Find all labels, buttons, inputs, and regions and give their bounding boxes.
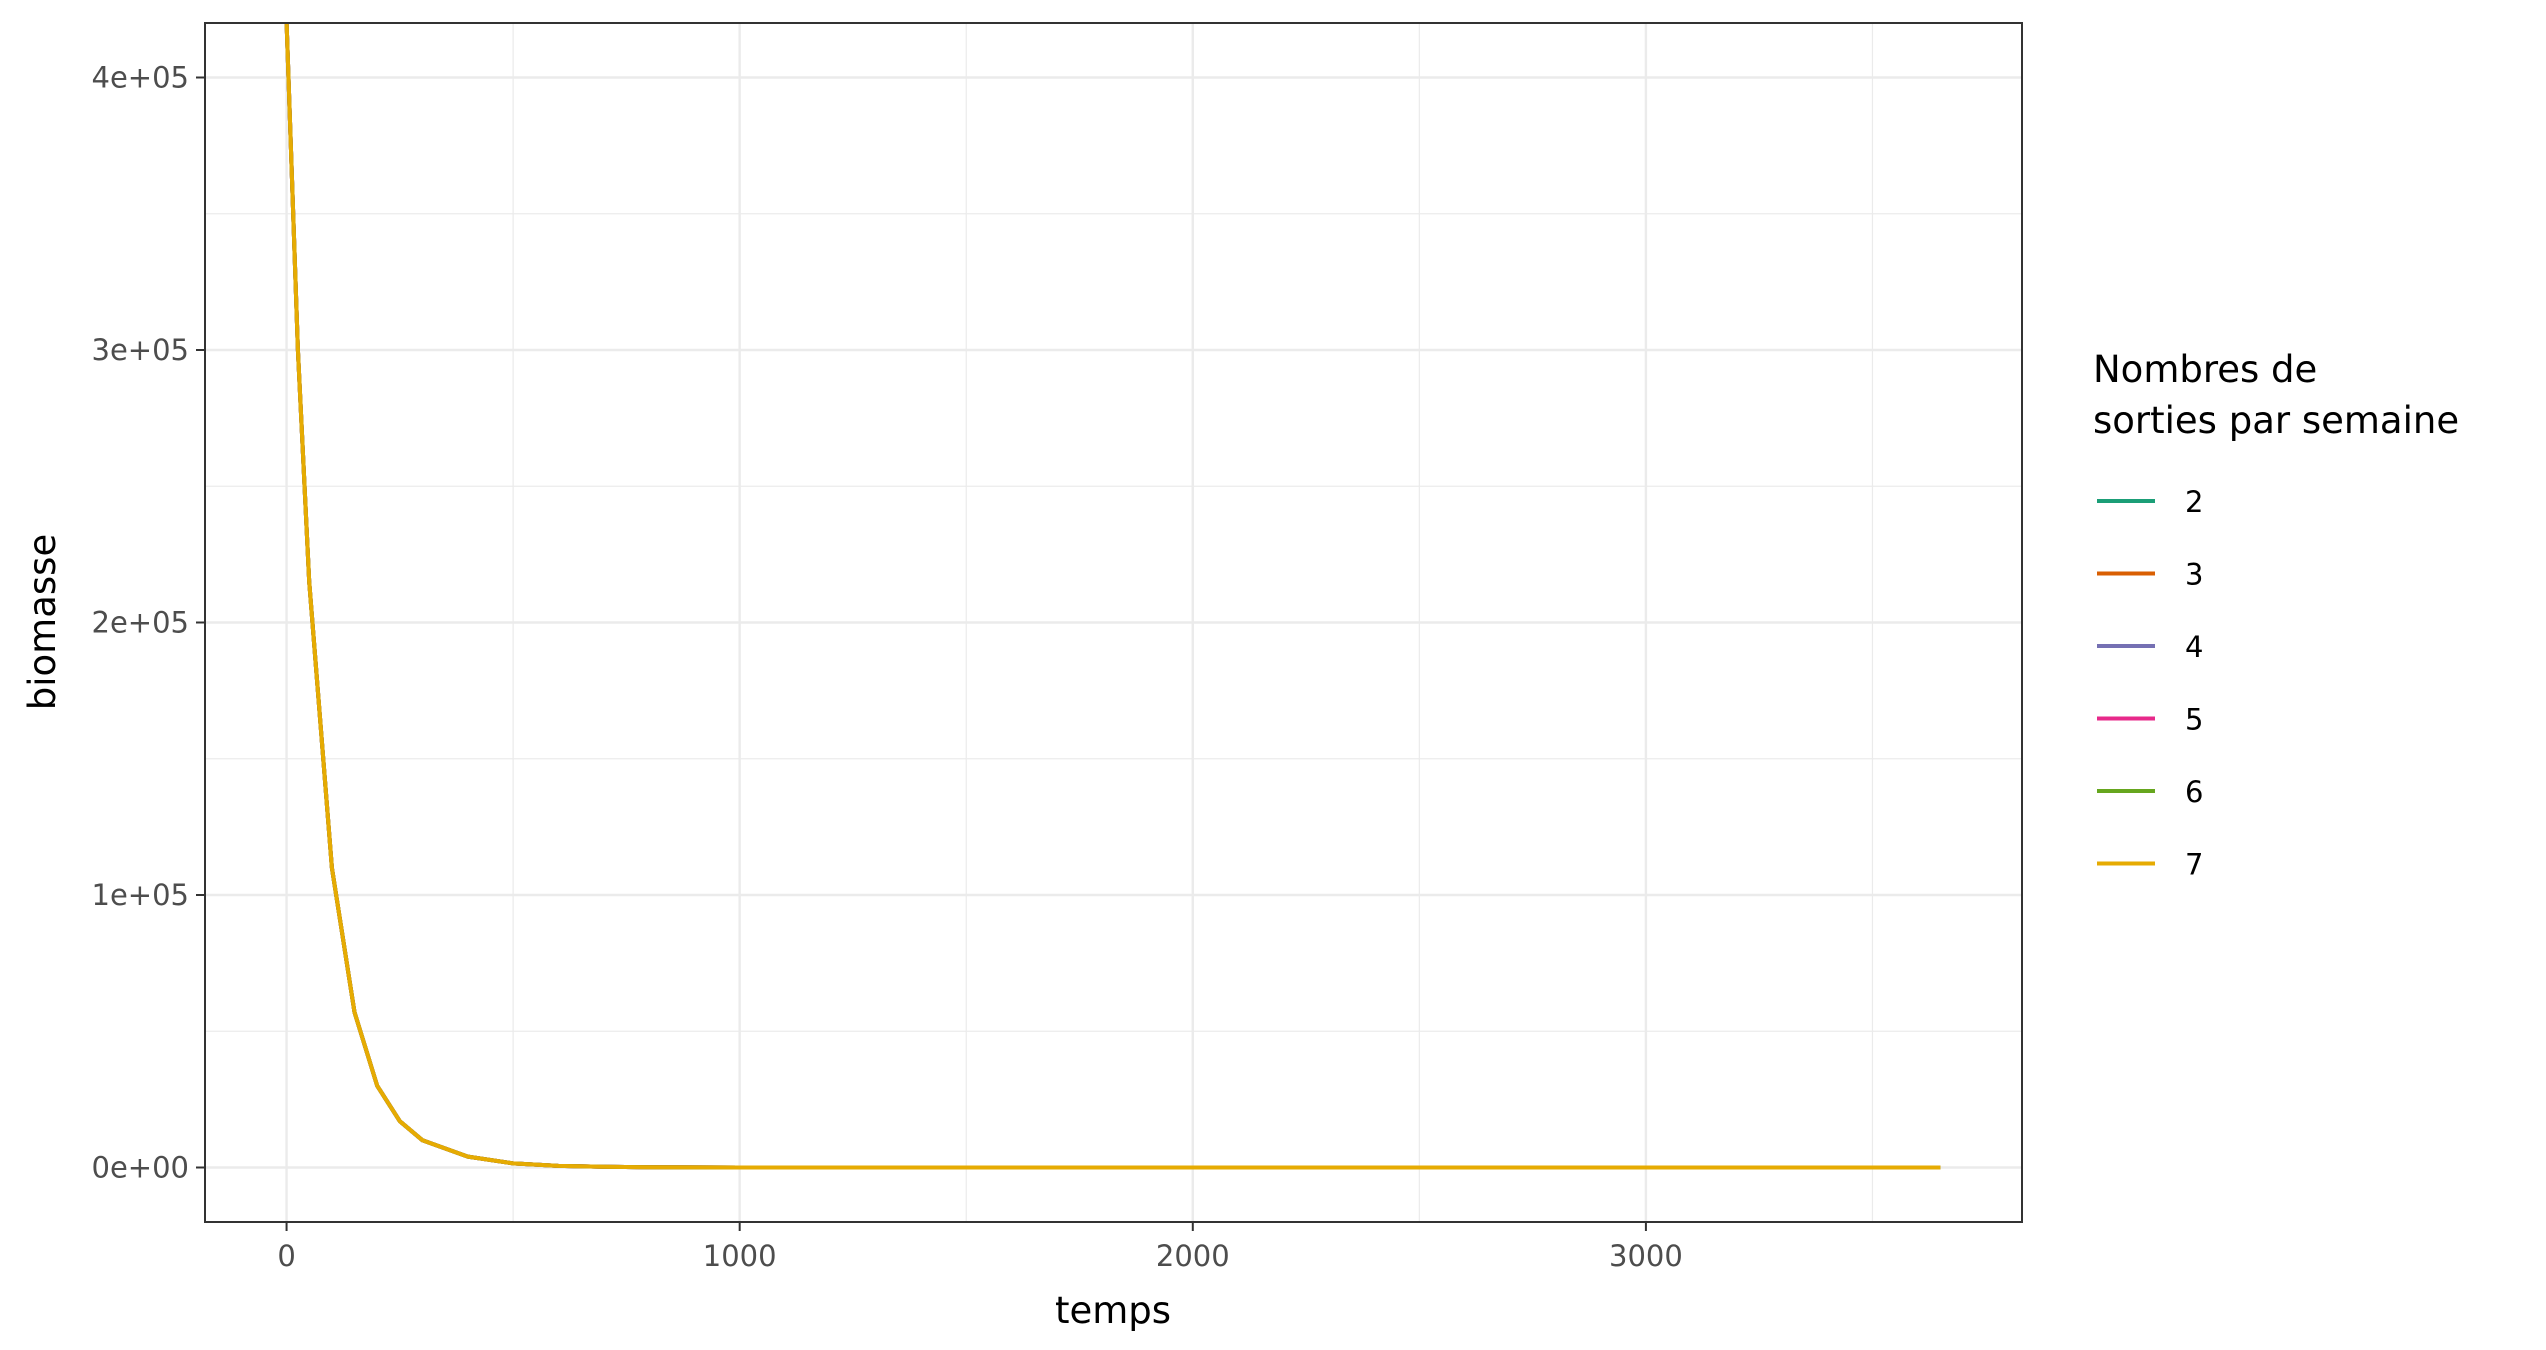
major-gridlines [205, 23, 2022, 1222]
series-line-7 [284, 22, 1941, 1170]
y-tick-label: 2e+05 [92, 606, 190, 640]
legend-item-3: 3 [2097, 558, 2203, 592]
legend-title-line-2: sorties par semaine [2093, 399, 2459, 442]
legend-title-line-1: Nombres de [2093, 348, 2317, 391]
plot-panel [204, 22, 2023, 1223]
legend-items: 2 3 4 5 6 7 [2097, 485, 2203, 882]
y-tick-label: 3e+05 [92, 333, 190, 367]
series-lines [284, 22, 1941, 1170]
legend-label: 2 [2185, 485, 2203, 519]
legend-label: 7 [2185, 848, 2203, 882]
legend-label: 6 [2185, 775, 2203, 809]
legend-item-4: 4 [2097, 630, 2203, 664]
legend-label: 4 [2185, 630, 2203, 664]
x-tick-label: 0 [277, 1239, 295, 1273]
y-tick-label: 0e+00 [92, 1151, 190, 1185]
y-tick-label: 1e+05 [92, 878, 190, 912]
legend-item-7: 7 [2097, 848, 2203, 882]
x-tick-label: 3000 [1609, 1239, 1683, 1273]
legend-item-6: 6 [2097, 775, 2203, 809]
x-axis: 0 1000 2000 3000 [277, 1222, 1683, 1273]
legend-label: 3 [2185, 558, 2203, 592]
x-tick-label: 1000 [703, 1239, 777, 1273]
y-axis-title: biomasse [21, 534, 64, 710]
y-axis: 0e+00 1e+05 2e+05 3e+05 4e+05 [92, 61, 205, 1185]
y-tick-label: 4e+05 [92, 61, 190, 95]
legend-item-2: 2 [2097, 485, 2203, 519]
legend-item-5: 5 [2097, 703, 2203, 737]
legend: Nombres de sorties par semaine 2 3 4 5 6 7 [2093, 348, 2459, 882]
x-axis-title: temps [1055, 1289, 1171, 1332]
legend-label: 5 [2185, 703, 2203, 737]
x-tick-label: 2000 [1156, 1239, 1230, 1273]
